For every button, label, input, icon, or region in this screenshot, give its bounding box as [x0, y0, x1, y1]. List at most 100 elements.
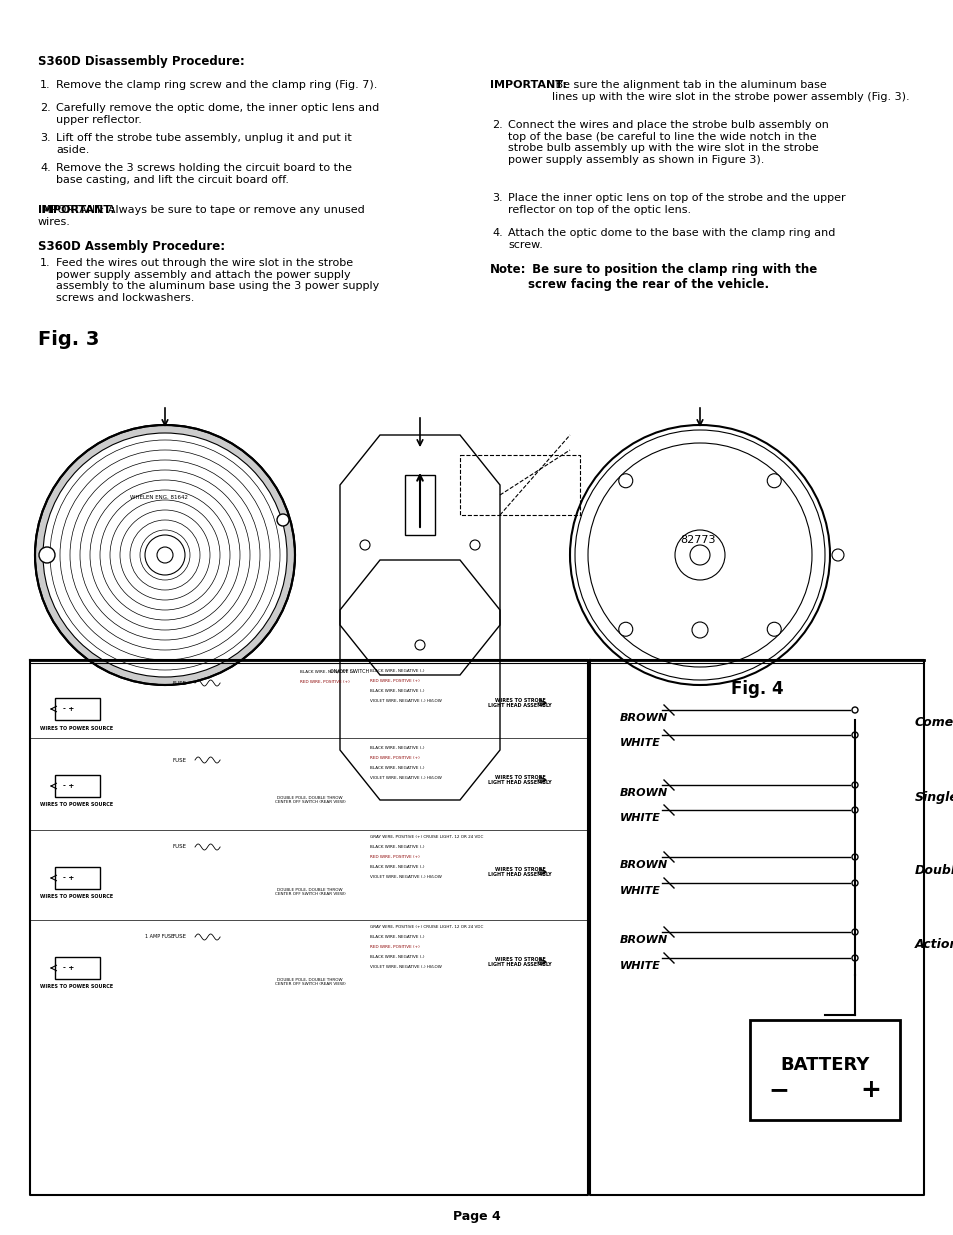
- Circle shape: [43, 433, 287, 677]
- Text: BLACK WIRE, NEGATIVE (-): BLACK WIRE, NEGATIVE (-): [370, 935, 424, 939]
- Text: 2.: 2.: [492, 120, 502, 130]
- Text: BROWN: BROWN: [619, 860, 667, 869]
- Text: 1.: 1.: [40, 258, 51, 268]
- Bar: [55, 698, 100, 720]
- Text: Lift off the strobe tube assembly, unplug it and put it
aside.: Lift off the strobe tube assembly, unplu…: [56, 133, 352, 154]
- Text: RED WIRE, POSITIVE (+): RED WIRE, POSITIVE (+): [299, 680, 350, 684]
- Text: Page 4: Page 4: [453, 1210, 500, 1223]
- Circle shape: [675, 530, 724, 580]
- Text: - +: - +: [63, 783, 74, 789]
- Text: GRAY WIRE, POSITIVE (+) CRUISE LIGHT, 12 OR 24 VDC: GRAY WIRE, POSITIVE (+) CRUISE LIGHT, 12…: [370, 925, 483, 929]
- Text: WIRES TO STROBE
LIGHT HEAD ASSEMBLY: WIRES TO STROBE LIGHT HEAD ASSEMBLY: [488, 957, 551, 967]
- Text: Fig. 4: Fig. 4: [730, 680, 782, 698]
- Text: Remove the clamp ring screw and the clamp ring (Fig. 7).: Remove the clamp ring screw and the clam…: [56, 80, 377, 90]
- Text: 2.: 2.: [40, 103, 51, 112]
- Bar: [55, 776, 100, 797]
- Text: BLACK WIRE, NEGATIVE (-): BLACK WIRE, NEGATIVE (-): [370, 669, 424, 673]
- Text: WHITE: WHITE: [619, 885, 660, 897]
- Text: SingleFlash: SingleFlash: [914, 790, 953, 804]
- Text: BLACK WIRE, NEGATIVE (-): BLACK WIRE, NEGATIVE (-): [370, 845, 424, 848]
- Text: WIRES TO POWER SOURCE: WIRES TO POWER SOURCE: [40, 803, 113, 808]
- Text: FUSE: FUSE: [172, 757, 187, 762]
- Text: 4.: 4.: [40, 163, 51, 173]
- Text: 82773: 82773: [679, 535, 715, 545]
- Text: +: +: [859, 1078, 880, 1102]
- Text: BATTERY: BATTERY: [780, 1056, 869, 1074]
- Circle shape: [618, 474, 632, 488]
- Text: Attach the optic dome to the base with the clamp ring and
screw.: Attach the optic dome to the base with t…: [507, 228, 835, 249]
- Text: IMPORTANT:: IMPORTANT:: [38, 205, 114, 215]
- Text: Remove the 3 screws holding the circuit board to the
base casting, and lift the : Remove the 3 screws holding the circuit …: [56, 163, 352, 184]
- Text: WIRES TO POWER SOURCE: WIRES TO POWER SOURCE: [40, 984, 113, 989]
- Text: Place the inner optic lens on top of the strobe and the upper
reflector on top o: Place the inner optic lens on top of the…: [507, 193, 844, 215]
- Text: ON/OFF SWITCH: ON/OFF SWITCH: [330, 668, 369, 673]
- Text: FUSE: FUSE: [172, 845, 187, 850]
- Text: DoubleFlash: DoubleFlash: [914, 863, 953, 877]
- Text: WHITE: WHITE: [619, 813, 660, 823]
- Text: FUSE: FUSE: [172, 935, 187, 940]
- Circle shape: [766, 622, 781, 636]
- Text: Connect the wires and place the strobe bulb assembly on
top of the base (be care: Connect the wires and place the strobe b…: [507, 120, 828, 164]
- Text: BROWN: BROWN: [619, 788, 667, 798]
- Text: 3.: 3.: [492, 193, 502, 203]
- Text: BLACK WIRE, NEGATIVE (-): BLACK WIRE, NEGATIVE (-): [299, 671, 355, 674]
- Text: 4.: 4.: [492, 228, 502, 238]
- Text: BLACK WIRE, NEGATIVE (-): BLACK WIRE, NEGATIVE (-): [370, 955, 424, 960]
- Text: −: −: [767, 1078, 788, 1102]
- Text: - +: - +: [63, 965, 74, 971]
- Text: IMPORTANT:: IMPORTANT:: [490, 80, 566, 90]
- Circle shape: [157, 547, 172, 563]
- Text: VIOLET WIRE, NEGATIVE (-) HI/LOW: VIOLET WIRE, NEGATIVE (-) HI/LOW: [370, 876, 441, 879]
- Text: RED WIRE, POSITIVE (+): RED WIRE, POSITIVE (+): [370, 855, 419, 860]
- Text: Be sure the alignment tab in the aluminum base
lines up with the wire slot in th: Be sure the alignment tab in the aluminu…: [552, 80, 908, 101]
- Text: WIRES TO STROBE
LIGHT HEAD ASSEMBLY: WIRES TO STROBE LIGHT HEAD ASSEMBLY: [488, 774, 551, 785]
- Circle shape: [145, 535, 185, 576]
- Circle shape: [766, 474, 781, 488]
- Text: DOUBLE POLE, DOUBLE THROW
CENTER OFF SWITCH (REAR VIEW): DOUBLE POLE, DOUBLE THROW CENTER OFF SWI…: [274, 888, 345, 897]
- Text: BROWN: BROWN: [619, 935, 667, 945]
- Circle shape: [276, 514, 289, 526]
- Text: 1 AMP FUSE: 1 AMP FUSE: [145, 935, 174, 940]
- Circle shape: [691, 622, 707, 638]
- Bar: [405, 475, 435, 535]
- Text: RED WIRE, POSITIVE (+): RED WIRE, POSITIVE (+): [370, 679, 419, 683]
- Text: 1.: 1.: [40, 80, 51, 90]
- Text: - +: - +: [63, 706, 74, 713]
- Text: Feed the wires out through the wire slot in the strobe
power supply assembly and: Feed the wires out through the wire slot…: [56, 258, 379, 303]
- Text: BLACK WIRE, NEGATIVE (-): BLACK WIRE, NEGATIVE (-): [370, 689, 424, 693]
- Text: Carefully remove the optic dome, the inner optic lens and
upper reflector.: Carefully remove the optic dome, the inn…: [56, 103, 379, 125]
- Text: WHITE: WHITE: [619, 961, 660, 971]
- Bar: [749, 1020, 899, 1120]
- Text: RED WIRE, POSITIVE (+): RED WIRE, POSITIVE (+): [370, 756, 419, 760]
- Text: WIRES TO POWER SOURCE: WIRES TO POWER SOURCE: [40, 725, 113, 730]
- Text: VIOLET WIRE, NEGATIVE (-) HI/LOW: VIOLET WIRE, NEGATIVE (-) HI/LOW: [370, 965, 441, 969]
- Text: ActionFlash™: ActionFlash™: [914, 939, 953, 951]
- Text: GRAY WIRE, POSITIVE (+) CRUISE LIGHT, 12 OR 24 VDC: GRAY WIRE, POSITIVE (+) CRUISE LIGHT, 12…: [370, 835, 483, 839]
- Text: Note:: Note:: [490, 263, 526, 275]
- Circle shape: [618, 622, 632, 636]
- Text: BLACK WIRE, NEGATIVE (-): BLACK WIRE, NEGATIVE (-): [370, 746, 424, 750]
- Text: BLACK WIRE, NEGATIVE (-): BLACK WIRE, NEGATIVE (-): [370, 766, 424, 769]
- Text: WHELEN ENG. 81642: WHELEN ENG. 81642: [130, 495, 188, 500]
- Text: IMPORTANT: Always be sure to tape or remove any unused
wires.: IMPORTANT: Always be sure to tape or rem…: [38, 205, 364, 226]
- Circle shape: [35, 425, 294, 685]
- Text: S360D Disassembly Procedure:: S360D Disassembly Procedure:: [38, 56, 245, 68]
- Text: VIOLET WIRE, NEGATIVE (-) HI/LOW: VIOLET WIRE, NEGATIVE (-) HI/LOW: [370, 699, 441, 703]
- Text: FUSE: FUSE: [172, 680, 187, 685]
- Text: WHITE: WHITE: [619, 739, 660, 748]
- Text: - +: - +: [63, 876, 74, 881]
- Circle shape: [569, 425, 829, 685]
- Text: RED WIRE, POSITIVE (+): RED WIRE, POSITIVE (+): [370, 945, 419, 948]
- Text: BROWN: BROWN: [619, 713, 667, 722]
- Text: WIRES TO STROBE
LIGHT HEAD ASSEMBLY: WIRES TO STROBE LIGHT HEAD ASSEMBLY: [488, 698, 551, 709]
- Text: Fig. 3: Fig. 3: [38, 330, 99, 350]
- Text: WIRES TO POWER SOURCE: WIRES TO POWER SOURCE: [40, 894, 113, 899]
- Circle shape: [689, 545, 709, 564]
- Text: DOUBLE POLE, DOUBLE THROW
CENTER OFF SWITCH (REAR VIEW): DOUBLE POLE, DOUBLE THROW CENTER OFF SWI…: [274, 795, 345, 804]
- Text: DOUBLE POLE, DOUBLE THROW
CENTER OFF SWITCH (REAR VIEW): DOUBLE POLE, DOUBLE THROW CENTER OFF SWI…: [274, 978, 345, 987]
- Text: 3.: 3.: [40, 133, 51, 143]
- Text: WIRES TO STROBE
LIGHT HEAD ASSEMBLY: WIRES TO STROBE LIGHT HEAD ASSEMBLY: [488, 867, 551, 877]
- Text: CometFlash®: CometFlash®: [914, 715, 953, 729]
- Circle shape: [39, 547, 55, 563]
- Text: S360D Assembly Procedure:: S360D Assembly Procedure:: [38, 240, 225, 253]
